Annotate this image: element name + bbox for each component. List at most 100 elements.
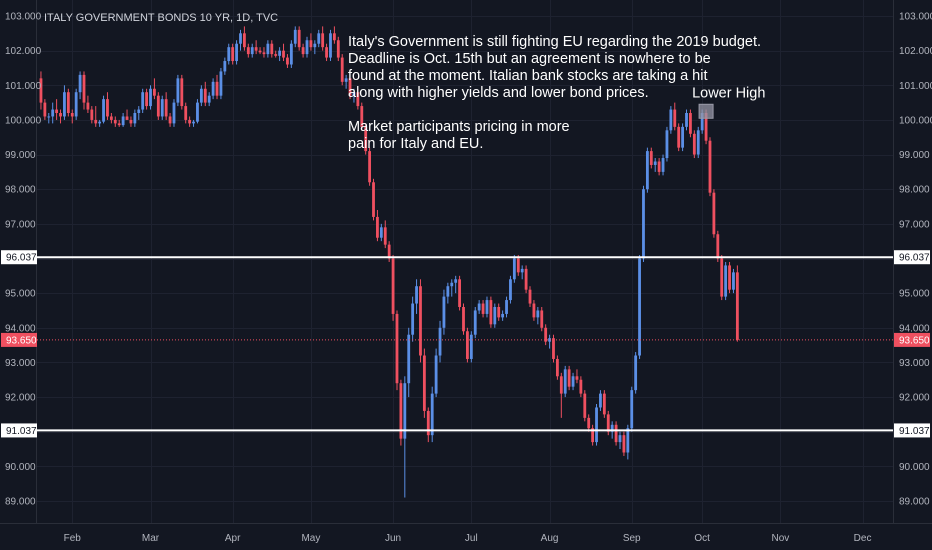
candle-up: [473, 307, 477, 339]
price-tick-left: 97.000: [5, 219, 36, 230]
candle-up: [520, 265, 524, 280]
candle-body: [485, 300, 489, 314]
month-label: Aug: [541, 533, 559, 544]
commentary-line: along with higher yields and lower bond …: [348, 85, 649, 101]
candle-body: [336, 40, 340, 58]
candle-down: [66, 88, 70, 117]
candle-down: [356, 88, 360, 110]
price-tick-right: 98.000: [899, 185, 930, 196]
candle-body: [329, 33, 332, 58]
candle-up: [278, 47, 282, 62]
horizontal-levels: [37, 256, 893, 432]
candle-body: [368, 151, 372, 183]
candle-down: [113, 116, 117, 127]
candle-down: [282, 43, 285, 62]
candle-up: [618, 431, 622, 450]
candle-up: [329, 29, 332, 62]
price-tick-left: 103.000: [5, 12, 42, 23]
candle-down: [156, 92, 160, 120]
candle-body: [469, 334, 473, 359]
candle-body: [379, 227, 383, 238]
candle-down: [258, 47, 262, 55]
candle-body: [712, 192, 716, 235]
candle-up: [485, 296, 489, 318]
candle-up: [681, 123, 685, 152]
candle-body: [39, 78, 43, 103]
candle-body: [344, 78, 348, 82]
candle-body: [63, 92, 66, 117]
candle-down: [532, 300, 536, 321]
level-price-tag-text: 91.037: [6, 426, 37, 437]
candle-body: [376, 216, 379, 238]
candle-down: [368, 147, 372, 186]
candle-body: [348, 78, 352, 96]
candle-down: [117, 119, 121, 127]
candle-body: [399, 383, 403, 439]
candle-body: [642, 189, 645, 259]
price-tick-left: 93.000: [5, 358, 36, 369]
candle-up: [512, 255, 516, 283]
candle-body: [614, 424, 618, 443]
candle-up: [403, 376, 407, 498]
candle-body: [246, 47, 250, 55]
candle-body: [583, 393, 587, 418]
candle-down: [184, 102, 188, 124]
candle-body: [250, 47, 254, 55]
candle-up: [454, 275, 458, 294]
candle-body: [602, 393, 606, 415]
candle-up: [51, 102, 55, 124]
candle-body: [74, 92, 78, 117]
month-label: Apr: [225, 533, 241, 544]
candle-body: [387, 244, 391, 259]
candle-up: [661, 154, 665, 176]
month-label: Mar: [142, 533, 160, 544]
candle-body: [94, 119, 98, 124]
candle-body: [270, 43, 274, 55]
level-price-tag-box: [894, 423, 930, 438]
grid-lines: [37, 0, 893, 523]
candle-down: [301, 43, 305, 58]
candle-body: [332, 33, 336, 41]
price-tick-right: 94.000: [899, 323, 930, 334]
candle-up: [501, 310, 505, 321]
candle-up: [223, 57, 227, 75]
candle-down: [602, 390, 606, 418]
price-tick-left: 90.000: [5, 462, 36, 473]
candle-body: [98, 121, 102, 124]
candle-up: [634, 352, 638, 394]
candle-down: [649, 147, 653, 169]
candle-body: [403, 383, 407, 439]
candle-up: [141, 88, 145, 113]
candle-body: [466, 331, 469, 359]
candle-down: [297, 26, 301, 51]
candle-down: [387, 241, 391, 262]
candle-body: [321, 33, 325, 48]
candle-body: [207, 95, 211, 103]
candle-body: [70, 113, 74, 117]
month-label: Jun: [385, 533, 401, 544]
candle-body: [43, 102, 47, 117]
candle-up: [317, 29, 321, 48]
candle-body: [422, 355, 426, 411]
candle-body: [137, 109, 141, 113]
candle-down: [180, 74, 184, 110]
candle-body: [160, 99, 164, 117]
candle-down: [364, 123, 368, 155]
candle-body: [700, 113, 704, 131]
candle-down: [462, 303, 465, 335]
month-label: Nov: [772, 533, 790, 544]
candle-body: [372, 182, 375, 217]
candle-body: [364, 126, 368, 152]
candle-up: [196, 99, 199, 124]
candle-up: [563, 365, 567, 398]
candle-body: [649, 151, 653, 165]
candle-body: [540, 310, 544, 328]
candle-down: [203, 81, 207, 107]
candle-up: [266, 40, 270, 58]
candle-down: [43, 99, 47, 120]
candle-down: [188, 116, 192, 127]
candle-body: [145, 92, 149, 107]
time-axis[interactable]: [0, 523, 932, 550]
candle-body: [141, 92, 145, 110]
